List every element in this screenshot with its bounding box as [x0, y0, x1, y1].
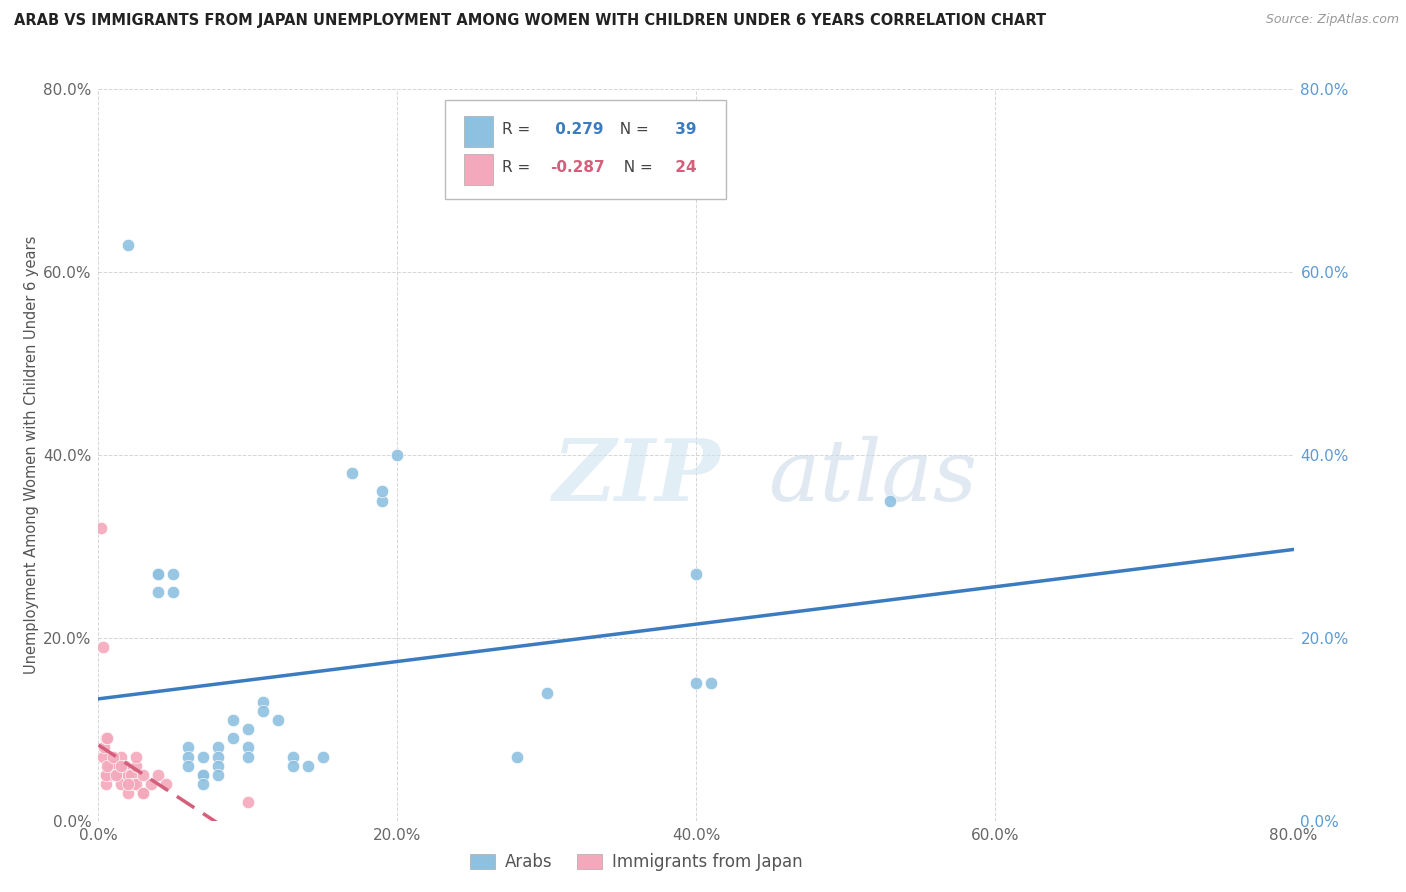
Point — [191, 768, 214, 782]
Point — [162, 566, 184, 581]
Point — [117, 768, 139, 782]
Point — [96, 731, 118, 746]
Point — [222, 713, 245, 727]
Point — [91, 640, 114, 654]
Point — [94, 768, 117, 782]
Point — [100, 758, 122, 772]
Point — [207, 768, 229, 782]
Text: R =: R = — [502, 160, 530, 175]
Point — [93, 740, 115, 755]
Text: 0.279: 0.279 — [550, 122, 603, 136]
Text: Source: ZipAtlas.com: Source: ZipAtlas.com — [1265, 13, 1399, 27]
Point — [281, 758, 304, 772]
Point — [236, 749, 259, 764]
Point — [105, 768, 128, 782]
Point — [90, 521, 112, 535]
Point — [94, 768, 117, 782]
Point — [879, 493, 901, 508]
Point — [132, 786, 155, 800]
Point — [371, 493, 394, 508]
FancyBboxPatch shape — [464, 154, 494, 185]
Point — [236, 723, 259, 737]
Point — [700, 676, 723, 690]
Point — [685, 676, 707, 690]
Y-axis label: Unemployment Among Women with Children Under 6 years: Unemployment Among Women with Children U… — [24, 235, 39, 674]
Text: atlas: atlas — [768, 435, 977, 518]
Point — [297, 758, 319, 772]
Point — [311, 749, 333, 764]
Point — [103, 749, 125, 764]
Point — [117, 786, 139, 800]
Point — [117, 237, 139, 252]
Text: N =: N = — [610, 122, 648, 136]
Point — [177, 749, 200, 764]
Point — [96, 758, 118, 772]
Point — [207, 749, 229, 764]
Point — [121, 777, 143, 791]
Point — [148, 585, 170, 599]
Point — [132, 768, 155, 782]
Point — [110, 758, 132, 772]
Point — [191, 777, 214, 791]
Point — [385, 448, 409, 462]
Point — [125, 777, 148, 791]
Point — [105, 768, 128, 782]
Point — [252, 704, 274, 718]
Point — [148, 768, 170, 782]
Point — [107, 768, 129, 782]
Text: 24: 24 — [669, 160, 696, 175]
Point — [685, 566, 707, 581]
Point — [125, 758, 148, 772]
Point — [110, 777, 132, 791]
Text: -0.287: -0.287 — [550, 160, 605, 175]
Legend: Arabs, Immigrants from Japan: Arabs, Immigrants from Japan — [463, 847, 810, 878]
Point — [114, 758, 136, 772]
Point — [120, 768, 142, 782]
Text: R =: R = — [502, 122, 530, 136]
Point — [110, 749, 132, 764]
Point — [207, 758, 229, 772]
Point — [281, 749, 304, 764]
Point — [155, 777, 177, 791]
Point — [342, 466, 364, 480]
FancyBboxPatch shape — [444, 100, 725, 199]
Point — [94, 731, 117, 746]
Point — [252, 695, 274, 709]
Point — [110, 768, 132, 782]
Point — [100, 768, 122, 782]
Point — [371, 484, 394, 499]
Point — [191, 768, 214, 782]
Point — [222, 731, 245, 746]
Point — [132, 786, 155, 800]
Text: ARAB VS IMMIGRANTS FROM JAPAN UNEMPLOYMENT AMONG WOMEN WITH CHILDREN UNDER 6 YEA: ARAB VS IMMIGRANTS FROM JAPAN UNEMPLOYME… — [14, 13, 1046, 29]
Point — [148, 566, 170, 581]
Point — [94, 777, 117, 791]
Point — [162, 585, 184, 599]
Point — [125, 749, 148, 764]
Point — [267, 713, 290, 727]
Point — [91, 749, 114, 764]
Point — [139, 777, 162, 791]
Point — [207, 740, 229, 755]
Point — [103, 768, 125, 782]
Point — [536, 685, 558, 699]
Point — [236, 796, 259, 810]
Point — [506, 749, 529, 764]
Point — [103, 758, 125, 772]
Text: 39: 39 — [669, 122, 696, 136]
Point — [177, 740, 200, 755]
Point — [117, 777, 139, 791]
FancyBboxPatch shape — [464, 116, 494, 147]
Point — [177, 758, 200, 772]
Point — [236, 740, 259, 755]
Text: ZIP: ZIP — [553, 435, 720, 518]
Point — [148, 566, 170, 581]
Text: N =: N = — [613, 160, 652, 175]
Point — [191, 749, 214, 764]
